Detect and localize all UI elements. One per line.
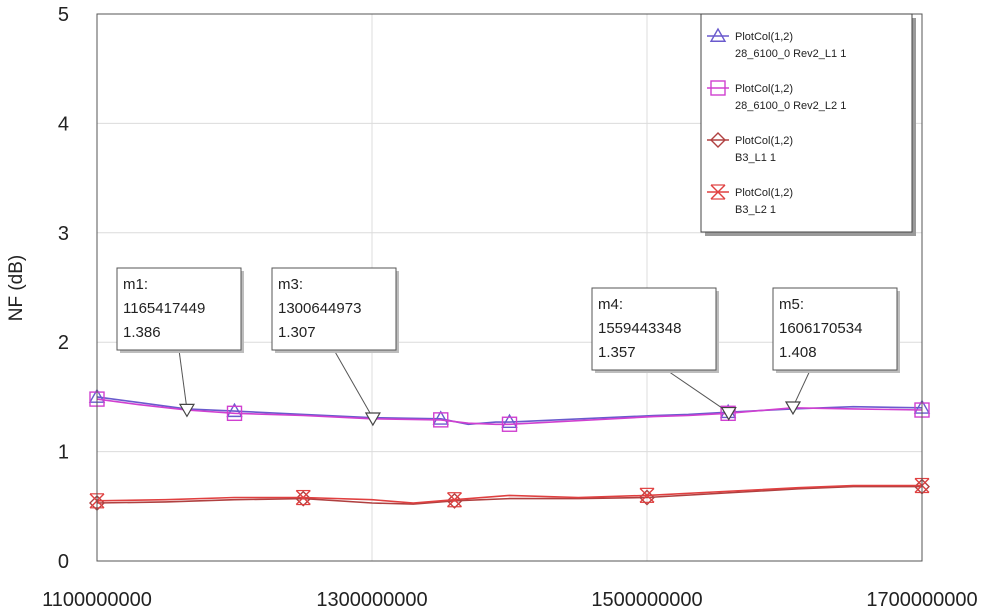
marker-y-value-3: 1.408 [779, 344, 817, 361]
legend-label-line1-0: PlotCol(1,2) [735, 31, 793, 43]
x-tick-label-3: 1700000000 [866, 589, 977, 611]
series-3-point-9-stroke-b [639, 487, 655, 503]
x-tick-label-1: 1300000000 [316, 589, 427, 611]
legend-label-line1-2: PlotCol(1,2) [735, 135, 793, 147]
marker-box-0 [116, 267, 242, 351]
x-tick-label-2: 1500000000 [591, 589, 702, 611]
marker-x-value-3: 1606170534 [779, 320, 862, 337]
y-axis-title: NF (dB) [6, 255, 27, 322]
series-3-point-6-stroke-b [447, 492, 462, 508]
legend-label-line2-0: 28_6100_0 Rev2_L1 1 [735, 48, 846, 60]
y-tick-label-3: 3 [58, 223, 69, 245]
series-1-point-3 [226, 405, 243, 422]
marker-leader-2 [666, 369, 730, 413]
legend-swatch-marker-3 [710, 184, 726, 200]
legend[interactable]: PlotCol(1,2)28_6100_0 Rev2_L1 1PlotCol(1… [700, 13, 916, 236]
legend-swatch-marker-2 [710, 132, 726, 148]
marker-box-3 [772, 287, 898, 371]
legend-label-line2-3: B3_L2 1 [735, 204, 776, 216]
y-tick-label-1: 1 [58, 442, 69, 464]
series-0-point-6 [432, 410, 449, 425]
legend-entry-3: PlotCol(1,2) B3_L2 1 [707, 184, 793, 216]
legend-swatch-marker-3-stroke-b [710, 184, 726, 200]
legend-label-line2-1: 28_6100_0 Rev2_L2 1 [735, 100, 846, 112]
series-0-point-9 [501, 413, 518, 429]
marker-leader-0 [178, 349, 188, 410]
marker-y-value-0: 1.386 [123, 324, 161, 341]
series-2-point-3 [295, 490, 312, 507]
legend-box [700, 13, 913, 233]
marker-leader-1 [333, 349, 374, 419]
y-tick-label-0: 0 [58, 551, 69, 573]
marker-indicator-0 [178, 403, 195, 418]
marker-y-value-1: 1.307 [278, 324, 316, 341]
plot-frame [96, 13, 923, 562]
legend-label-line1-1: PlotCol(1,2) [735, 83, 793, 95]
series-line-1 [96, 398, 923, 426]
marker-indicator-2 [720, 406, 737, 421]
marker-callout-1: m3: 1300644973 1.307 [271, 267, 399, 427]
marker-x-value-2: 1559443348 [598, 320, 681, 337]
marker-x-value-1: 1300644973 [278, 300, 361, 317]
marker-box-1 [271, 267, 397, 351]
marker-callout-0: m1: 1165417449 1.386 [116, 267, 244, 418]
marker-indicator-3 [784, 401, 802, 416]
marker-annotations: m1: 1165417449 1.386 m3: 1300644973 1.307 m4: 1… [116, 267, 900, 427]
marker-x-value-0: 1165417449 [123, 300, 205, 317]
y-tick-label-4: 4 [58, 113, 69, 135]
marker-id-2: m4: [598, 296, 623, 313]
legend-entry-2: PlotCol(1,2) B3_L1 1 [707, 132, 793, 164]
series-3-point-3-stroke-b [295, 490, 311, 506]
series-3-point-9 [639, 487, 655, 503]
marker-box-2 [591, 287, 717, 371]
legend-label-line2-2: B3_L1 1 [735, 152, 776, 164]
legend-label-line1-3: PlotCol(1,2) [735, 187, 793, 199]
legend-swatch-marker-0 [709, 27, 727, 42]
series-layer [88, 388, 931, 512]
series-1-point-12 [720, 405, 736, 422]
series-3 [89, 477, 930, 509]
marker-id-0: m1: [123, 276, 148, 293]
marker-id-1: m3: [278, 276, 303, 293]
series-2-point-6 [446, 492, 463, 509]
series-3-point-6 [447, 492, 462, 508]
marker-callout-2: m4: 1559443348 1.357 [591, 287, 737, 421]
series-0-point-3 [226, 402, 243, 418]
series-1-point-9 [501, 416, 518, 432]
legend-entry-1: PlotCol(1,2) 28_6100_0 Rev2_L2 1 [707, 80, 846, 112]
legend-swatch-marker-1 [710, 80, 726, 96]
x-tick-label-0: 1100000000 [42, 589, 152, 611]
marker-indicator-1 [364, 412, 381, 427]
legend-entry-0: PlotCol(1,2) 28_6100_0 Rev2_L1 1 [707, 27, 846, 60]
marker-y-value-2: 1.357 [598, 344, 636, 361]
marker-leader-3 [792, 369, 811, 408]
series-3-point-3 [295, 489, 311, 506]
y-tick-label-5: 5 [58, 4, 69, 26]
series-line-2 [96, 485, 922, 505]
y-tick-label-2: 2 [58, 332, 69, 354]
marker-id-3: m5: [779, 296, 804, 313]
marker-callout-3: m5: 1606170534 1.408 [772, 287, 900, 416]
axes: 0 1 2 3 4 5 1100000000 1300000000 1500000000 1700… [6, 4, 978, 611]
series-1-point-6 [433, 412, 449, 428]
